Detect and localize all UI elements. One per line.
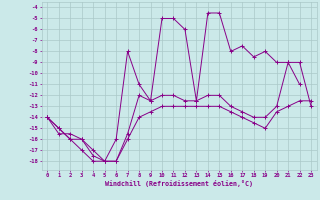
X-axis label: Windchill (Refroidissement éolien,°C): Windchill (Refroidissement éolien,°C): [105, 180, 253, 187]
